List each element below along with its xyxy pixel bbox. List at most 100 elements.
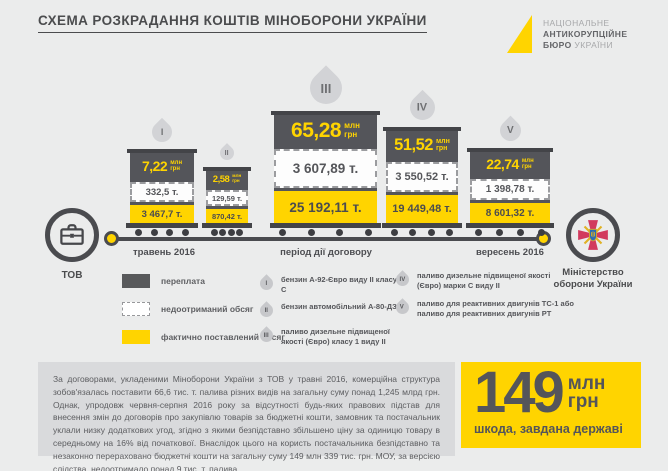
wagon-frame-bar <box>206 206 248 209</box>
nabu-logo-text: НАЦІОНАЛЬНЕ АНТИКОРУПЦІЙНЕ БЮРО УКРАЇНИ <box>543 15 627 53</box>
legend-overpay: переплата <box>122 274 205 288</box>
fuel-legend-1: I бензин А-92-Євро виду II класу С <box>257 274 402 295</box>
fuel-drop-icon: V <box>393 298 412 317</box>
wagon-base <box>202 223 252 228</box>
fuel-wagon-4: IV 51,52 млн грн 3 550,52 т. 19 449,48 т. <box>382 89 462 237</box>
overpaid-amount: 2,58 <box>212 173 230 185</box>
overpaid-amount: 51,52 <box>394 135 433 154</box>
timeline-start-label: травень 2016 <box>132 247 196 258</box>
wagon-wheels <box>130 228 194 237</box>
wagon-frame-bar <box>386 159 458 162</box>
wagon-base <box>126 223 198 228</box>
wagon-frame-bar <box>274 146 377 149</box>
overpaid-amount-block: 2,58 млн грн <box>206 171 248 187</box>
overpaid-amount: 65,28 <box>291 118 342 142</box>
nabu-line3: БЮРО УКРАЇНИ <box>543 40 613 50</box>
undelivered-volume-block: 3 607,89 т. <box>274 149 377 188</box>
delivered-volume-block: 3 467,7 т. <box>130 205 194 223</box>
overpaid-amount: 22,74 <box>486 156 519 172</box>
nabu-triangle-icon <box>507 15 532 53</box>
wagon-base <box>270 223 381 228</box>
amount-unit: млн грн <box>170 159 183 172</box>
fuel-legend-2: II бензин автомобільний А-80-ДЗ <box>257 301 402 320</box>
wagon-wheels <box>206 228 248 237</box>
wagon-base <box>466 223 554 228</box>
fuel-drop-icon: II <box>257 301 276 320</box>
delivered-volume-block: 8 601,32 т. <box>470 203 550 223</box>
nabu-logo: НАЦІОНАЛЬНЕ АНТИКОРУПЦІЙНЕ БЮРО УКРАЇНИ <box>507 15 627 53</box>
supplier-label: ТОВ <box>61 270 83 281</box>
wagon-frame-bar <box>386 192 458 195</box>
overpaid-amount-block: 65,28 млн грн <box>274 115 377 146</box>
case-summary-box: За договорами, укладеними Міноборони Укр… <box>38 362 455 471</box>
wagon-wheels <box>274 228 377 237</box>
undelivered-volume-block: 332,5 т. <box>130 182 194 202</box>
delivered-volume-block: 19 449,48 т. <box>386 195 458 223</box>
fuel-wagon-3: III 65,28 млн грн 3 607,89 т. 25 192,11 т… <box>270 65 381 237</box>
fuel-drop-icon: III <box>302 65 349 111</box>
fuel-wagon-1: I 7,22 млн грн 332,5 т. 3 467,7 т. <box>126 117 198 237</box>
nabu-line2: АНТИКОРУПЦІЙНЕ <box>543 29 628 39</box>
supplier-entity <box>45 208 99 262</box>
nabu-line1: НАЦІОНАЛЬНЕ <box>543 18 610 28</box>
wagon-frame-bar <box>206 187 248 190</box>
undelivered-volume-block: 1 398,78 т. <box>470 179 550 200</box>
damage-box: 149 млн грн шкода, завдана державі <box>461 362 641 448</box>
amount-unit: млн грн <box>232 173 242 183</box>
timeline-start-dot <box>104 231 119 246</box>
page-title: СХЕМА РОЗКРАДАННЯ КОШТІВ МІНОБОРОНИ УКРА… <box>38 13 427 33</box>
damage-amount: 149 <box>474 360 565 425</box>
wagon-numeral: V <box>506 124 514 136</box>
wagon-lid <box>203 167 251 171</box>
damage-amount-row: 149 млн грн <box>474 364 641 422</box>
fuel-drop-icon: III <box>257 326 276 345</box>
wagon-numeral: I <box>160 126 164 137</box>
wagon-lid <box>127 149 197 153</box>
wagon-wheels <box>386 228 458 237</box>
overpay-swatch <box>122 274 150 288</box>
wagon-wheels <box>470 228 550 237</box>
fuel-wagon-5: V 22,74 млн грн 1 398,78 т. 8 601,32 т. <box>466 115 554 237</box>
wagon-lid <box>271 111 380 115</box>
wagon-frame-bar <box>470 176 550 179</box>
wagon-frame-bar <box>130 202 194 205</box>
overpaid-amount-block: 22,74 млн грн <box>470 152 550 176</box>
wagon-numeral: II <box>225 149 229 157</box>
fuel-wagon-2: II 2,58 млн грн 129,59 т. 870,42 т. <box>202 143 252 237</box>
timeline-end-label: вересень 2016 <box>476 247 544 258</box>
fuel-legend-4: IV паливо дизельне підвищеної якості (Єв… <box>393 270 564 291</box>
wagon-numeral: III <box>320 80 331 96</box>
wagon-frame-bar <box>274 188 377 191</box>
ministry-entity <box>566 208 620 262</box>
amount-unit: млн грн <box>435 137 450 152</box>
wagon-lid <box>383 127 461 131</box>
fuel-drop-icon: IV <box>404 89 440 126</box>
fuel-legend-3: III паливо дизельне підвищеної якості (Є… <box>257 326 390 347</box>
overpaid-amount-block: 51,52 млн грн <box>386 131 458 159</box>
amount-unit: млн грн <box>344 121 360 139</box>
fuel-drop-icon: V <box>495 115 525 146</box>
legend-delivered: фактично поставлений обсяг <box>122 330 285 344</box>
legend-undelivered: недоотриманий обсяг <box>122 302 253 316</box>
overpaid-amount: 7,22 <box>141 158 168 174</box>
wagon-lid <box>467 148 553 152</box>
timeline-middle-label: період дії договору <box>280 247 372 258</box>
fuel-drop-icon: II <box>217 143 237 163</box>
damage-unit: млн грн <box>567 373 606 412</box>
amount-unit: млн грн <box>521 157 534 170</box>
fuel-drop-icon: I <box>147 117 177 147</box>
wagon-base <box>382 223 462 228</box>
fuel-drop-icon: IV <box>393 270 412 289</box>
fuel-drop-icon: I <box>257 274 276 293</box>
wagon-frame-bar <box>470 200 550 203</box>
undelivered-swatch <box>122 302 150 316</box>
timeline-rail <box>112 237 544 241</box>
case-summary-text: За договорами, укладеними Міноборони Укр… <box>53 374 440 471</box>
undelivered-volume-block: 129,59 т. <box>206 190 248 206</box>
overpaid-amount-block: 7,22 млн грн <box>130 153 194 179</box>
wagon-frame-bar <box>130 179 194 182</box>
fuel-legend-5: V паливо для реактивних двигунів ТС-1 аб… <box>393 298 574 319</box>
undelivered-volume-block: 3 550,52 т. <box>386 162 458 192</box>
ministry-label: Міністерство оборони України <box>553 267 633 290</box>
